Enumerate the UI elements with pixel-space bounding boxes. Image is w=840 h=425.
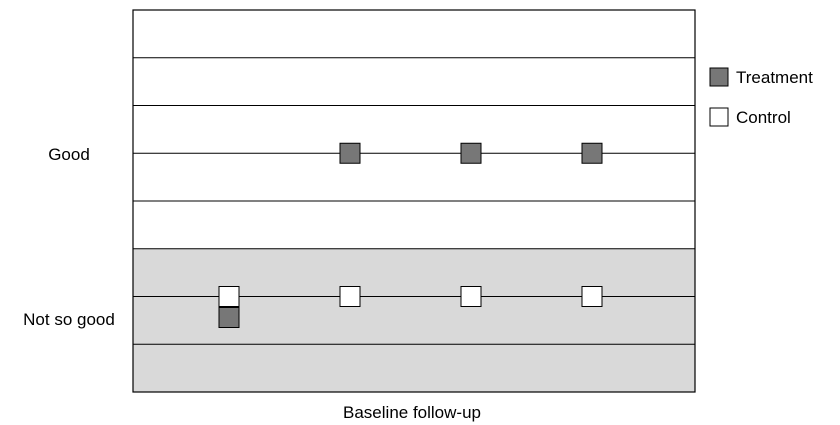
legend-control-label: Control (736, 108, 791, 127)
y-label-not-so-good: Not so good (23, 310, 115, 329)
y-label-good: Good (48, 145, 90, 164)
markers (218, 142, 603, 328)
marker-control (339, 286, 361, 307)
legend-treatment-label: Treatment (736, 68, 813, 87)
legend: Treatment Control (709, 67, 813, 127)
legend-control-swatch (709, 107, 729, 127)
marker-control (581, 286, 603, 307)
marker-treatment (218, 307, 240, 328)
x-axis-label: Baseline follow-up (343, 403, 481, 422)
marker-treatment (460, 142, 482, 164)
marker-treatment (339, 142, 361, 164)
legend-treatment-swatch (709, 67, 729, 87)
marker-control (218, 286, 240, 307)
shaded-band (133, 249, 695, 392)
marker-treatment (581, 142, 603, 164)
marker-control (460, 286, 482, 307)
plot-frame (132, 9, 696, 393)
